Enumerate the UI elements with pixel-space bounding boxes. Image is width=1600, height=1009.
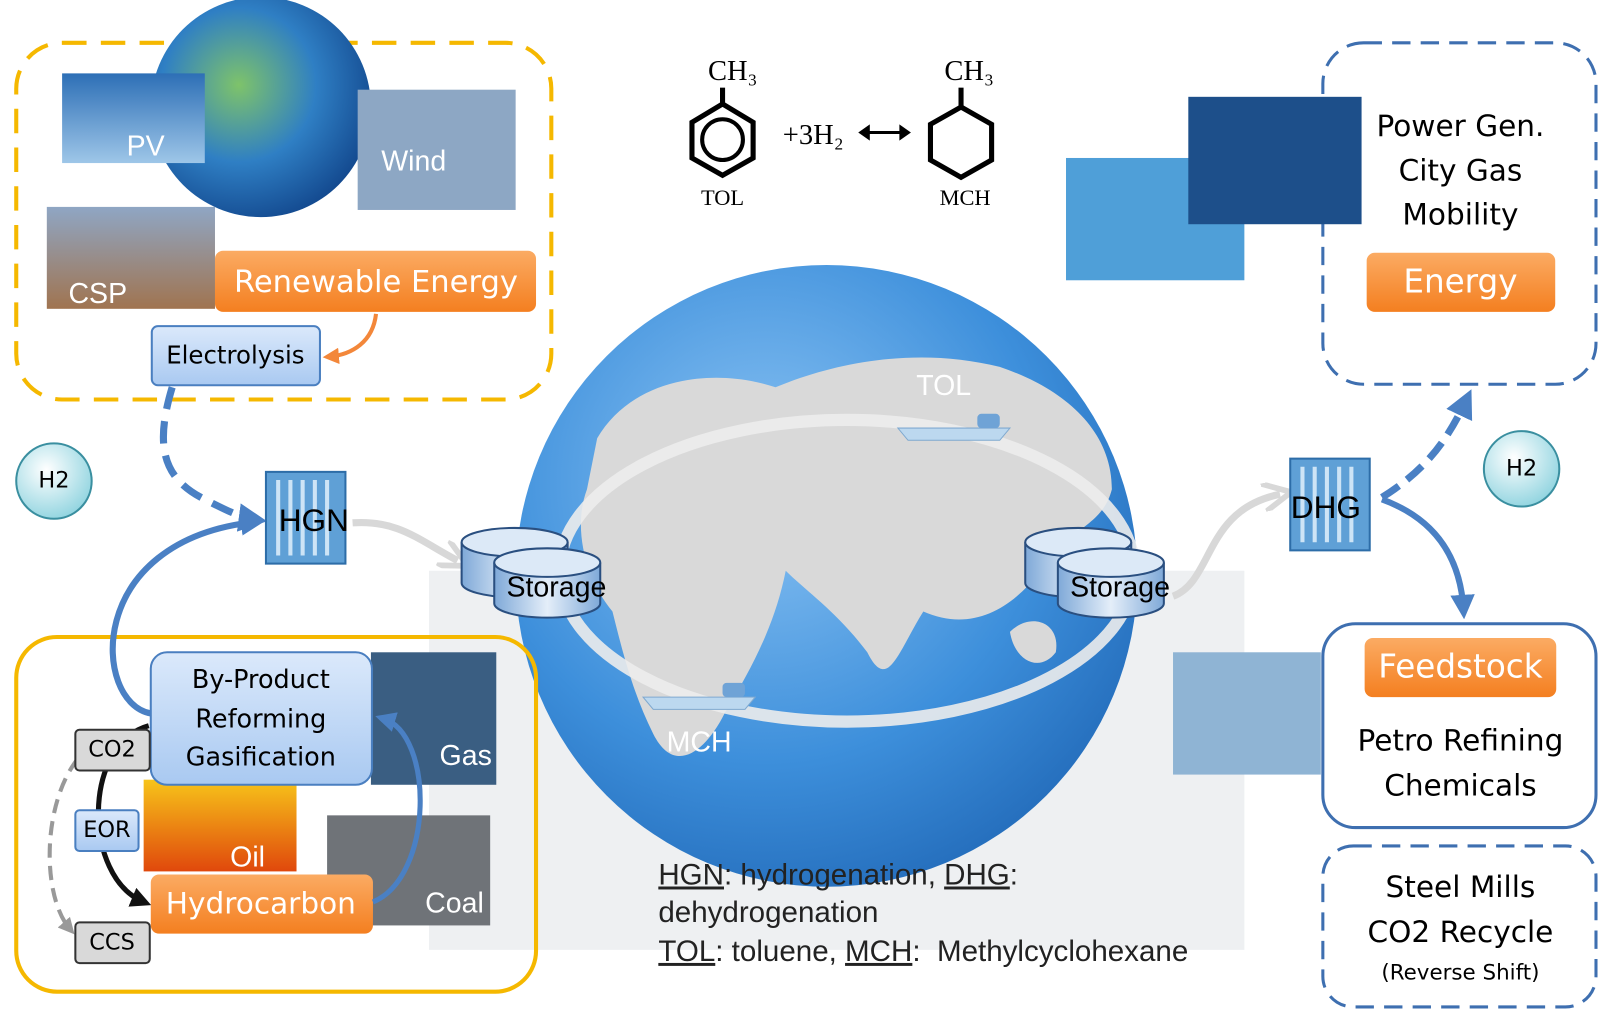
formula: CH₃	[944, 56, 994, 87]
source-label: Gas	[440, 740, 492, 772]
compound-name: MCH	[940, 185, 991, 210]
refinery-image	[1173, 652, 1321, 774]
cycle-label: CO2	[88, 737, 136, 763]
cycle-label: EOR	[83, 817, 130, 843]
legend-text: :	[1010, 858, 1018, 891]
arrow	[163, 387, 255, 519]
storage-label: Storage	[1070, 572, 1170, 604]
use-label: Petro Refining	[1357, 723, 1563, 757]
steel-label: Steel Mills	[1386, 870, 1536, 904]
city-image	[1188, 97, 1361, 224]
plant-label: DHG	[1291, 489, 1361, 525]
legend-line: TOL: toluene, MCH: Methylcyclohexane	[658, 935, 1188, 968]
renewable-label: Renewable Energy	[234, 265, 518, 300]
arrow	[353, 523, 458, 561]
legend-text: : hydrogenation,	[724, 858, 944, 891]
source-label: Oil	[230, 842, 265, 874]
legend-abbr: MCH	[845, 935, 912, 968]
feedstock-label: Feedstock	[1378, 648, 1542, 686]
plant-label: HGN	[279, 502, 349, 538]
reagent: +3H₂	[783, 120, 844, 151]
compound-name: TOL	[701, 185, 744, 210]
steel-label: CO2 Recycle	[1368, 915, 1554, 949]
legend-line: HGN: hydrogenation, DHG:	[658, 858, 1018, 891]
steel-label: (Reverse Shift)	[1381, 960, 1539, 985]
use-label: Chemicals	[1384, 768, 1536, 802]
ship-label: TOL	[916, 370, 971, 402]
legend-abbr: HGN	[658, 858, 724, 891]
legend-abbr: DHG	[944, 858, 1010, 891]
legend-text: : Methylcyclohexane	[912, 935, 1188, 968]
legend-text: dehydrogenation	[658, 896, 878, 929]
carrier-label: H2	[1506, 455, 1537, 481]
hydrocarbon-label: Hydrocarbon	[166, 887, 356, 921]
ship-label: MCH	[667, 727, 732, 759]
energy-label: Energy	[1403, 262, 1517, 300]
cycle-label: CCS	[89, 929, 135, 955]
arrow	[1382, 400, 1467, 498]
arrow	[1382, 499, 1464, 609]
use-label: City Gas	[1399, 154, 1523, 188]
process-label: Gasification	[186, 742, 336, 772]
arrow	[50, 759, 78, 929]
storage-label: Storage	[506, 572, 606, 604]
legend-text: : toluene,	[715, 935, 845, 968]
formula: CH₃	[708, 56, 758, 87]
process-label: Reforming	[195, 705, 326, 735]
source-label: Coal	[425, 888, 484, 920]
diagram: TOL MCH PV Wind CSP Renewable Energy Ele…	[0, 0, 1600, 1009]
source-label: Wind	[381, 146, 446, 178]
process-label: Electrolysis	[166, 341, 304, 370]
use-label: Power Gen.	[1376, 109, 1544, 143]
source-label: CSP	[68, 278, 127, 310]
legend-abbr: TOL	[658, 935, 715, 968]
legend-line: dehydrogenation	[658, 896, 878, 929]
carrier-label: H2	[38, 468, 69, 494]
use-label: Mobility	[1402, 198, 1518, 232]
arrow	[329, 314, 376, 357]
oil-image	[144, 780, 297, 872]
source-label: PV	[127, 130, 165, 162]
process-label: By-Product	[192, 665, 330, 695]
